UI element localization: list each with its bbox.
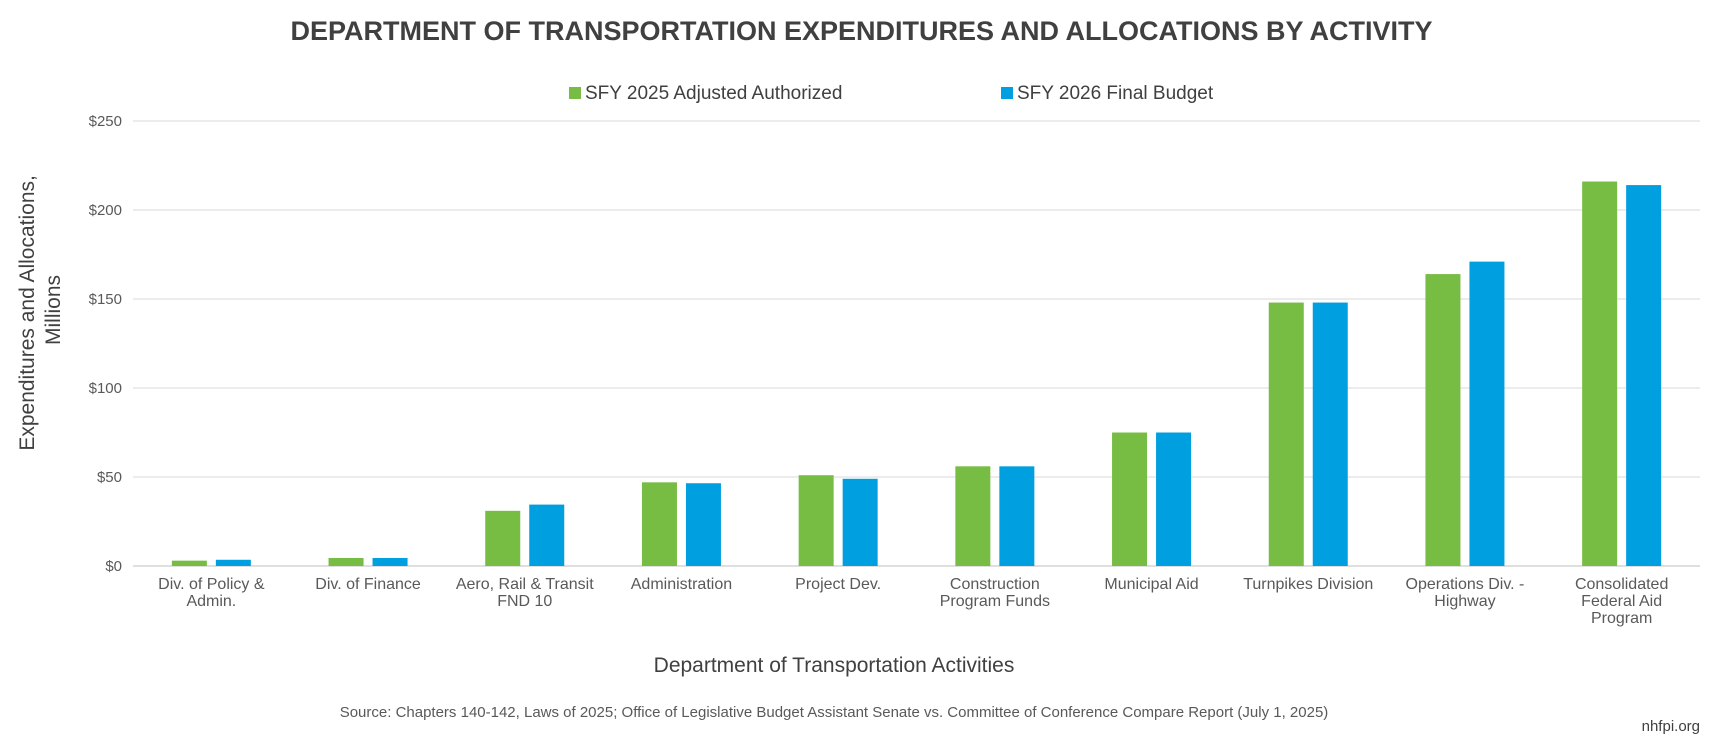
legend: SFY 2025 Adjusted Authorized SFY 2026 Fi… bbox=[569, 83, 1214, 104]
x-category-label: Municipal Aid bbox=[1104, 576, 1198, 593]
bar-sfy-2026 bbox=[999, 466, 1035, 566]
bar-sfy-2026 bbox=[1156, 432, 1192, 566]
gridlines bbox=[133, 120, 1700, 567]
brand-label: nhfpi.org bbox=[1642, 718, 1700, 735]
bar-sfy-2025 bbox=[485, 510, 521, 566]
legend-label-sfy-2026: SFY 2026 Final Budget bbox=[1017, 83, 1214, 104]
x-category-label: Administration bbox=[631, 576, 732, 593]
x-category-label: Turnpikes Division bbox=[1243, 576, 1373, 593]
bar-sfy-2025 bbox=[1268, 302, 1304, 566]
bar-sfy-2025 bbox=[798, 475, 834, 566]
y-tick-label: $0 bbox=[105, 558, 122, 575]
bar-sfy-2025 bbox=[1425, 274, 1461, 566]
bar-sfy-2026 bbox=[1469, 261, 1505, 566]
y-tick-label: $50 bbox=[97, 469, 122, 486]
x-category-label: Aero, Rail & Transit FND 10 bbox=[456, 576, 594, 610]
x-category-label: Construction Program Funds bbox=[940, 576, 1050, 610]
bar-sfy-2025 bbox=[641, 482, 677, 566]
bar-sfy-2025 bbox=[171, 560, 207, 566]
legend-label-sfy-2025: SFY 2025 Adjusted Authorized bbox=[585, 83, 842, 104]
bar-sfy-2025 bbox=[1582, 181, 1618, 566]
y-axis-ticks: $0 $50 $100 $150 $200 $250 bbox=[89, 113, 122, 575]
bar-sfy-2025 bbox=[328, 557, 364, 566]
bar-sfy-2026 bbox=[215, 559, 251, 566]
bars bbox=[171, 181, 1662, 566]
y-axis-title-line-2: Millions bbox=[42, 275, 65, 345]
bar-sfy-2026 bbox=[1312, 302, 1348, 566]
x-category-label: Project Dev. bbox=[795, 576, 881, 593]
bar-sfy-2025 bbox=[955, 466, 991, 566]
y-tick-label: $200 bbox=[89, 202, 122, 219]
y-tick-label: $100 bbox=[89, 380, 122, 397]
bar-sfy-2026 bbox=[372, 557, 408, 566]
chart-title: DEPARTMENT OF TRANSPORTATION EXPENDITURE… bbox=[290, 16, 1432, 46]
bar-sfy-2026 bbox=[1626, 185, 1662, 566]
bar-sfy-2026 bbox=[842, 478, 878, 566]
y-axis-title-line-1: Expenditures and Allocations, bbox=[16, 175, 39, 451]
legend-swatch-sfy-2026 bbox=[1001, 87, 1013, 99]
y-axis-title: Expenditures and Allocations, Millions bbox=[16, 169, 65, 450]
source-note: Source: Chapters 140-142, Laws of 2025; … bbox=[340, 704, 1329, 721]
legend-swatch-sfy-2025 bbox=[569, 87, 581, 99]
x-category-label: Operations Div. -Highway bbox=[1406, 576, 1525, 610]
x-category-label: Div. of Finance bbox=[315, 576, 421, 593]
x-axis-title: Department of Transportation Activities bbox=[654, 654, 1015, 677]
y-tick-label: $250 bbox=[89, 113, 122, 130]
x-category-label: Consolidated Federal Aid Program bbox=[1575, 576, 1668, 627]
y-tick-label: $150 bbox=[89, 291, 122, 308]
bar-sfy-2026 bbox=[685, 483, 721, 566]
bar-sfy-2025 bbox=[1112, 432, 1148, 566]
x-category-label: Div. of Policy & Admin. bbox=[158, 576, 265, 610]
bar-sfy-2026 bbox=[529, 504, 565, 566]
x-axis-categories: Div. of Policy & Admin. Div. of Finance Aer… bbox=[158, 576, 1668, 627]
